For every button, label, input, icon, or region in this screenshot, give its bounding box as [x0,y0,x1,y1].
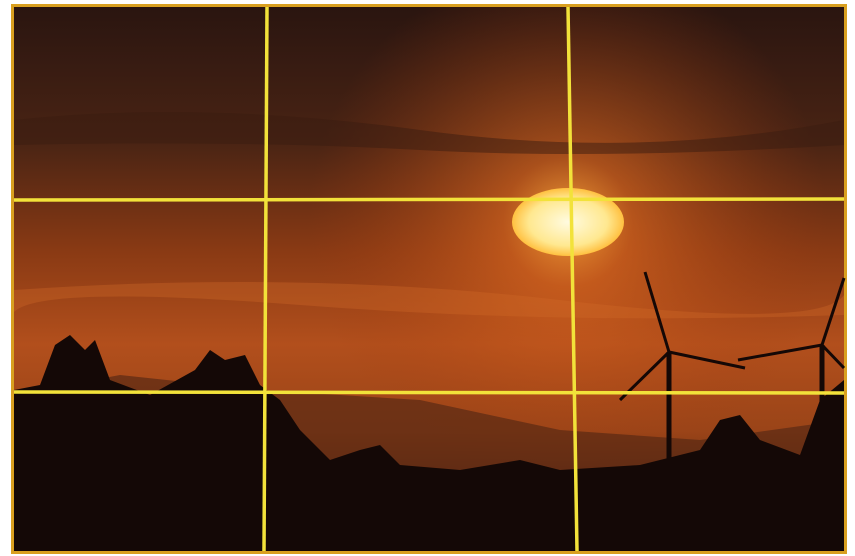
grid-line [14,199,844,200]
grid-line [14,392,844,393]
photo-with-grid [0,0,855,556]
photo [14,7,844,551]
page: {} [0,0,855,556]
